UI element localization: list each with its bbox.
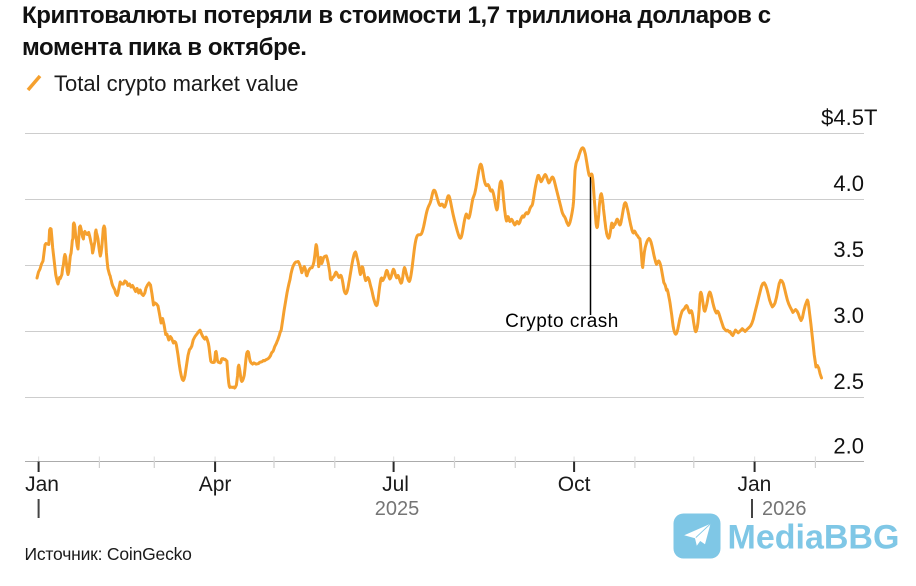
- svg-text:T: T: [864, 105, 877, 130]
- svg-text:2025: 2025: [375, 498, 420, 520]
- svg-text:3.0: 3.0: [833, 303, 864, 328]
- svg-text:Jan: Jan: [25, 473, 59, 496]
- svg-text:MediaBBG: MediaBBG: [728, 519, 900, 557]
- svg-text:2.0: 2.0: [833, 434, 864, 459]
- svg-text:Crypto crash: Crypto crash: [505, 311, 619, 332]
- svg-text:2.5: 2.5: [833, 369, 864, 394]
- svg-text:4.0: 4.0: [833, 171, 864, 196]
- svg-text:2026: 2026: [762, 498, 807, 520]
- svg-text:Jul: Jul: [382, 473, 409, 496]
- svg-text:3.5: 3.5: [833, 237, 864, 262]
- svg-text:Oct: Oct: [558, 473, 591, 496]
- svg-text:Apr: Apr: [199, 473, 232, 496]
- svg-text:Jan: Jan: [737, 473, 771, 496]
- svg-text:$4.5: $4.5: [821, 105, 864, 130]
